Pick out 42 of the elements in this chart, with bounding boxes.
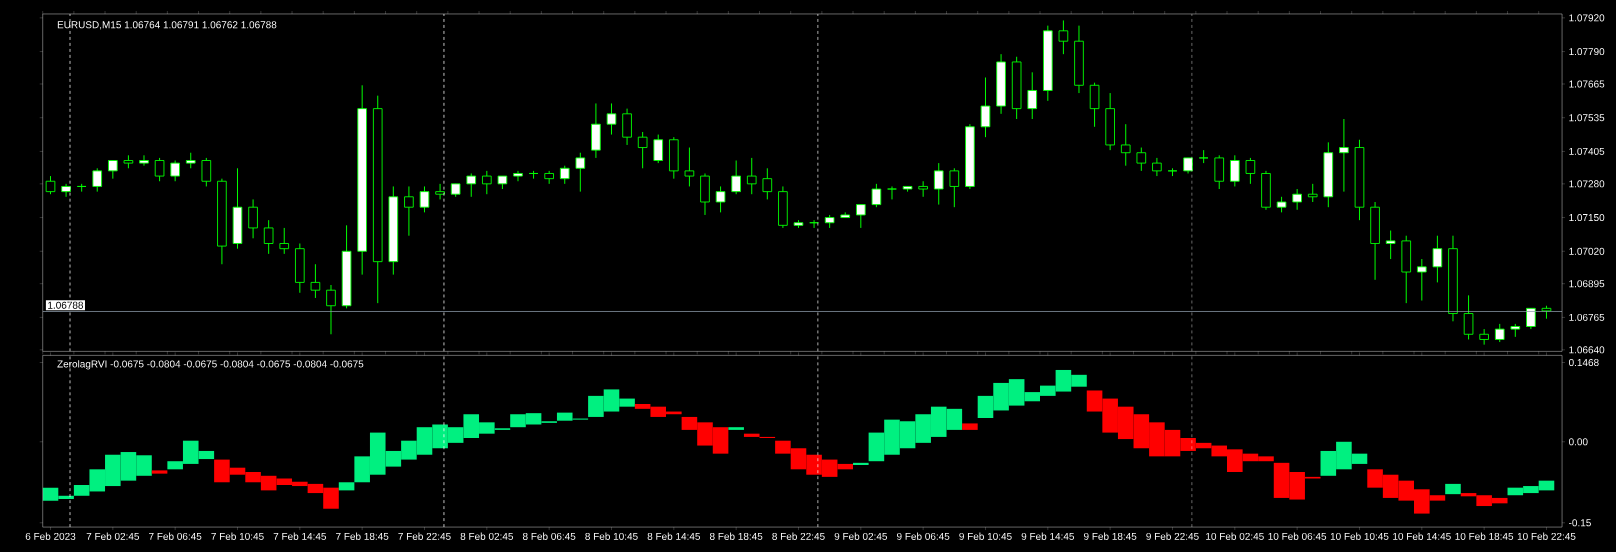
y-tick-label: -0.15 — [1569, 519, 1591, 527]
x-tick-label: 10 Feb 18:45 — [1455, 532, 1514, 540]
x-tick-label: 9 Feb 22:45 — [1146, 532, 1199, 540]
ref-line-label: 1.06788 — [48, 301, 84, 309]
x-tick-label: 8 Feb 06:45 — [522, 532, 576, 540]
y-tick-label: 1.06640 — [1569, 346, 1605, 354]
x-tick-label: 10 Feb 02:45 — [1206, 532, 1264, 540]
x-tick-label: 9 Feb 18:45 — [1083, 532, 1137, 540]
y-tick-label: 1.07405 — [1569, 147, 1605, 155]
x-tick-label: 8 Feb 14:45 — [647, 532, 701, 540]
chart-title: ZerolagRVI -0.0675 -0.0804 -0.0675 -0.0804 -0.0675 -0.0804 -0.0675 — [57, 360, 364, 370]
x-tick-label: 7 Feb 02:45 — [86, 532, 140, 540]
x-tick-label: 7 Feb 18:45 — [336, 532, 389, 540]
x-tick-label: 7 Feb 22:45 — [398, 532, 451, 540]
y-tick-label: 1.06765 — [1569, 313, 1605, 321]
x-tick-label: 6 Feb 2023 — [25, 532, 76, 540]
x-tick-label: 10 Feb 14:45 — [1393, 532, 1451, 540]
y-tick-label: 1.07280 — [1569, 180, 1605, 188]
y-tick-label: 0.1468 — [1568, 358, 1599, 367]
x-tick-label: 7 Feb 10:45 — [211, 532, 264, 540]
y-tick-label: 1.07665 — [1569, 80, 1605, 88]
x-tick-label: 8 Feb 22:45 — [772, 532, 825, 540]
x-tick-label: 10 Feb 22:45 — [1517, 532, 1576, 540]
x-tick-label: 9 Feb 06:45 — [896, 532, 950, 540]
x-tick-label: 8 Feb 02:45 — [460, 532, 514, 540]
x-tick-label: 7 Feb 14:45 — [273, 532, 327, 540]
y-tick-label: 1.07920 — [1569, 14, 1605, 22]
x-tick-label: 10 Feb 10:45 — [1330, 532, 1389, 540]
y-tick-label: 1.07790 — [1569, 48, 1605, 56]
x-tick-label: 10 Feb 06:45 — [1268, 532, 1327, 540]
y-tick-label: 1.07020 — [1569, 247, 1605, 255]
x-tick-label: 7 Feb 06:45 — [149, 532, 202, 540]
y-tick-label: 1.07535 — [1569, 114, 1605, 122]
x-tick-label: 9 Feb 14:45 — [1021, 532, 1075, 540]
x-tick-label: 9 Feb 10:45 — [959, 532, 1012, 540]
x-tick-label: 8 Feb 10:45 — [585, 532, 638, 540]
x-tick-label: 9 Feb 02:45 — [834, 532, 888, 540]
text: EURUSD,M15 1.06764 1.06791 1.06762 1.06788 — [57, 21, 277, 30]
y-tick-label: 1.06895 — [1569, 280, 1605, 288]
x-tick-label: 8 Feb 18:45 — [709, 532, 763, 540]
y-tick-label: 1.07150 — [1569, 214, 1605, 222]
y-tick-label: 0.00 — [1568, 438, 1588, 446]
